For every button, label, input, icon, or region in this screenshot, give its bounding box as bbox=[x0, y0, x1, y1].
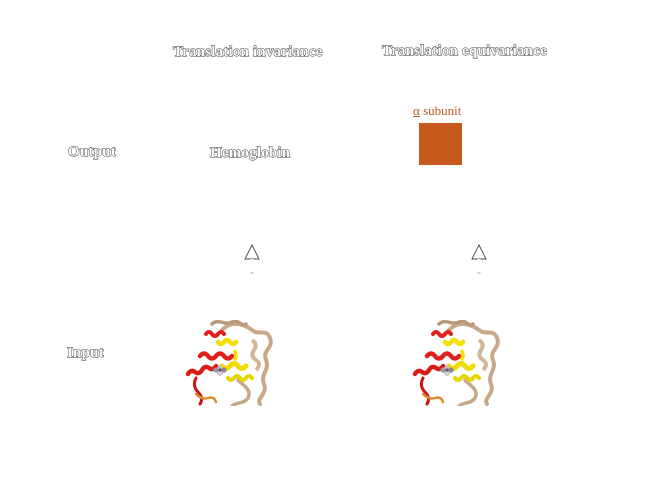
alpha-symbol: α bbox=[413, 103, 420, 118]
hemoglobin-structure-icon bbox=[185, 320, 273, 406]
alpha-subunit-label: α subunit bbox=[413, 103, 461, 119]
column-title-translation-invariance: Translation invariance bbox=[173, 44, 323, 61]
alpha-subunit-highlight-square bbox=[419, 123, 462, 165]
up-arrow-icon bbox=[244, 244, 260, 274]
alpha-subunit-text: subunit bbox=[419, 103, 462, 118]
row-label-output: Output bbox=[68, 144, 117, 161]
row-label-input: Input bbox=[67, 345, 105, 362]
invariance-output-label: Hemoglobin bbox=[210, 145, 291, 162]
column-title-translation-equivariance: Translation equivariance bbox=[382, 43, 548, 60]
up-arrow-icon bbox=[471, 244, 487, 274]
hemoglobin-structure-icon bbox=[412, 320, 500, 406]
